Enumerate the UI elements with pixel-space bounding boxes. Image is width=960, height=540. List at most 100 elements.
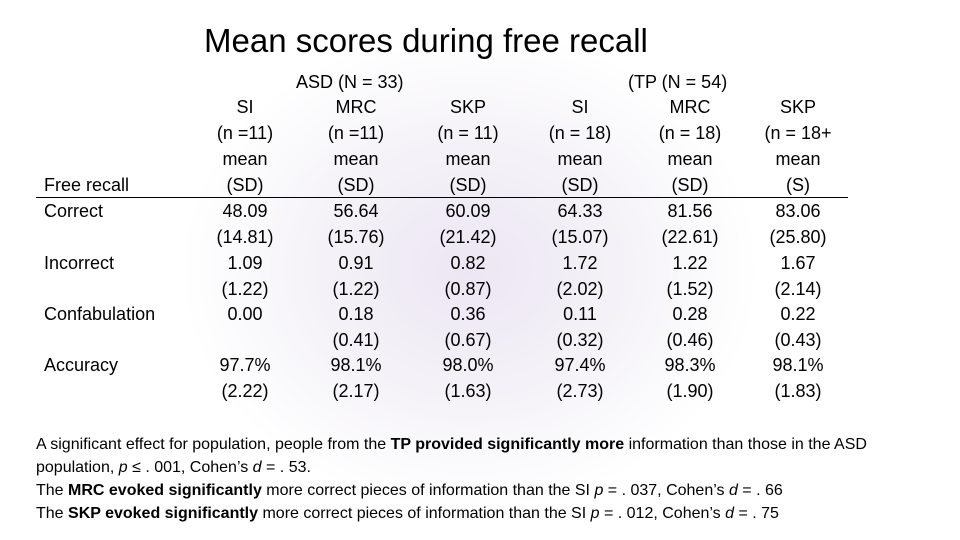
table-cell: (1.83)	[774, 381, 822, 401]
note-text: = . 66	[737, 482, 783, 499]
note-text: The	[36, 482, 69, 499]
note-text: = . 037, Cohen’s	[603, 482, 729, 499]
table-cell: 0.28	[672, 304, 708, 324]
table-cell: 0.22	[780, 304, 816, 324]
note-text: ≤ . 001, Cohen’s	[127, 459, 253, 476]
table-cell: 56.64	[333, 201, 379, 221]
table-cell: (2.73)	[556, 381, 604, 401]
note-italic: d	[728, 482, 738, 499]
column-header-cell: (SD)	[671, 175, 709, 195]
table-cell: (14.81)	[216, 227, 274, 247]
table-cell: 97.4%	[554, 355, 606, 375]
note-italic: d	[252, 459, 262, 476]
note-italic: p	[590, 505, 600, 522]
table-cell: (0.43)	[774, 330, 822, 350]
note-population: A significant effect for population, peo…	[36, 433, 926, 479]
note-italic: p	[118, 459, 128, 476]
table-cell: 0.36	[450, 304, 486, 324]
note-italic: d	[725, 505, 735, 522]
column-header-cell: (n = 11)	[437, 123, 499, 143]
column-header-cell: (S)	[786, 175, 810, 195]
page-title: Mean scores during free recall	[204, 22, 648, 59]
table-cell: (1.63)	[444, 381, 492, 401]
column-header-cell: mean	[667, 149, 713, 169]
asd-group-header: ASD (N = 33)	[296, 72, 404, 92]
column-header-cell: (n = 18+	[764, 123, 832, 143]
note-emphasis: SKP evoked significantly	[68, 505, 259, 522]
table-cell: 98.3%	[664, 355, 716, 375]
note-text: The	[36, 505, 69, 522]
note-text: = . 75	[734, 505, 779, 522]
table-cell: 98.0%	[442, 355, 494, 375]
row-label-free-recall: Free recall	[44, 175, 130, 195]
table-cell: (1.22)	[332, 279, 380, 299]
column-header-cell: SI	[236, 97, 254, 117]
column-header-cell: (SD)	[337, 175, 375, 195]
column-header-cell: SKP	[779, 97, 817, 117]
table-cell: (0.67)	[444, 330, 492, 350]
note-emphasis: TP provided significantly more	[390, 436, 625, 453]
table-cell: (0.87)	[444, 279, 492, 299]
table-cell: (22.61)	[661, 227, 719, 247]
header-rule	[36, 197, 848, 198]
note-text: more correct pieces of information than …	[261, 482, 595, 499]
table-cell: (2.22)	[221, 381, 269, 401]
note-text: information than those in the ASD popula…	[36, 436, 867, 476]
note-skp: The SKP evoked significantly more correc…	[36, 502, 926, 525]
table-cell: 1.22	[672, 253, 708, 273]
table-cell: (15.76)	[327, 227, 385, 247]
table-cell: 1.09	[227, 253, 263, 273]
table-cell: 98.1%	[330, 355, 382, 375]
note-text: A significant effect for population, peo…	[36, 436, 391, 453]
column-header-cell: MRC	[335, 97, 377, 117]
column-header-cell: SKP	[449, 97, 487, 117]
note-text: = . 53.	[261, 459, 311, 476]
table-cell: 98.1%	[772, 355, 824, 375]
table-cell: (1.52)	[666, 279, 714, 299]
table-cell: (2.14)	[774, 279, 822, 299]
column-header-cell: (n = 18)	[548, 123, 612, 143]
column-header-cell: (n =11)	[216, 123, 274, 143]
column-header-cell: (SD)	[449, 175, 487, 195]
column-header-cell: (SD)	[226, 175, 264, 195]
row-label-incorrect: Incorrect	[44, 253, 115, 273]
table-cell: 1.72	[562, 253, 598, 273]
table-cell: (2.02)	[556, 279, 604, 299]
note-emphasis: MRC evoked significantly	[68, 482, 262, 499]
note-text: more correct pieces of information than …	[258, 505, 591, 522]
row-label-correct: Correct	[44, 201, 104, 221]
table-cell: 0.91	[338, 253, 374, 273]
table-cell: 1.67	[780, 253, 816, 273]
table-cell: 0.11	[563, 304, 597, 324]
table-cell: 60.09	[445, 201, 491, 221]
column-header-cell: mean	[445, 149, 491, 169]
table-cell: (0.32)	[556, 330, 604, 350]
row-label-confabulation: Confabulation	[44, 304, 156, 324]
table-cell: (2.17)	[332, 381, 380, 401]
column-header-cell: (n =11)	[327, 123, 385, 143]
column-header-cell: mean	[775, 149, 821, 169]
table-cell: 0.82	[450, 253, 486, 273]
column-header-cell: (n = 18)	[658, 123, 722, 143]
row-label-accuracy: Accuracy	[44, 355, 119, 375]
note-italic: p	[594, 482, 604, 499]
column-header-cell: mean	[222, 149, 268, 169]
table-cell: 83.06	[775, 201, 821, 221]
table-cell: (25.80)	[769, 227, 827, 247]
note-mrc: The MRC evoked significantly more correc…	[36, 479, 926, 502]
table-cell: (15.07)	[551, 227, 609, 247]
table-cell: (1.22)	[221, 279, 269, 299]
table-cell: 0.18	[338, 304, 374, 324]
notes: A significant effect for population, peo…	[36, 433, 926, 525]
table-cell: (0.41)	[332, 330, 380, 350]
note-text: = . 012, Cohen’s	[599, 505, 726, 522]
table-cell: 48.09	[222, 201, 268, 221]
table-cell: 97.7%	[219, 355, 271, 375]
tp-group-header: (TP (N = 54)	[628, 72, 728, 92]
column-header-cell: SI	[571, 97, 589, 117]
column-header-cell: (SD)	[561, 175, 599, 195]
table-cell: 64.33	[557, 201, 603, 221]
table-cell: (21.42)	[439, 227, 497, 247]
table-cell: (1.90)	[666, 381, 714, 401]
table-cell: (0.46)	[666, 330, 714, 350]
